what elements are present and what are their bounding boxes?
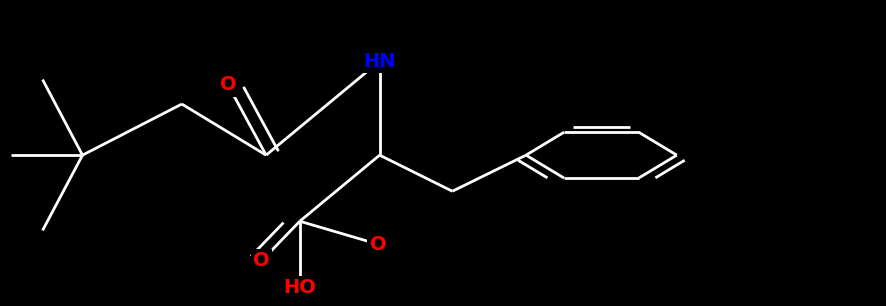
Text: HO: HO	[283, 278, 316, 297]
Text: O: O	[253, 251, 269, 270]
Text: O: O	[369, 235, 385, 254]
Text: HN: HN	[363, 52, 395, 71]
Text: O: O	[220, 75, 236, 94]
